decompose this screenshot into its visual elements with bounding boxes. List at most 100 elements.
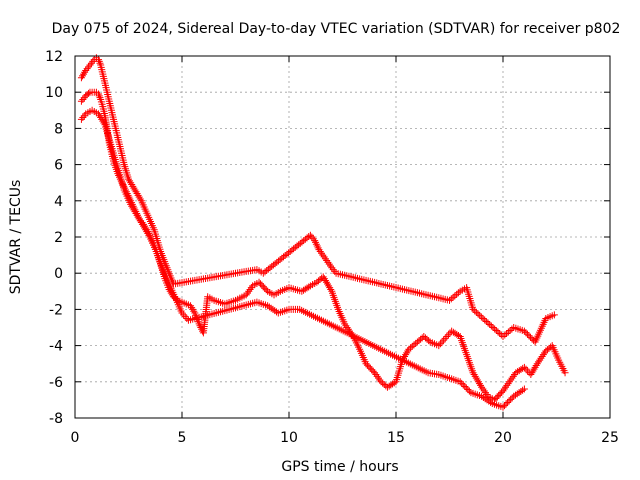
data-point bbox=[365, 363, 373, 371]
data-point bbox=[316, 247, 324, 255]
data-point bbox=[527, 371, 535, 379]
data-point bbox=[507, 395, 515, 403]
data-point bbox=[465, 387, 473, 395]
data-point bbox=[132, 209, 140, 217]
data-point bbox=[99, 117, 107, 125]
data-point bbox=[527, 333, 535, 341]
data-point bbox=[331, 267, 339, 275]
chart-title: Day 075 of 2024, Sidereal Day-to-day VTE… bbox=[52, 21, 621, 37]
data-point bbox=[135, 215, 143, 223]
data-point bbox=[435, 342, 443, 350]
data-point bbox=[143, 228, 151, 236]
data-point bbox=[425, 337, 433, 345]
data-point bbox=[126, 177, 134, 185]
data-point bbox=[376, 376, 384, 384]
data-point bbox=[473, 376, 481, 384]
data-point bbox=[328, 264, 336, 272]
data-point bbox=[522, 329, 530, 337]
data-point bbox=[141, 224, 149, 232]
x-tick-label: 15 bbox=[387, 430, 405, 446]
data-point bbox=[314, 244, 322, 252]
data-point bbox=[320, 275, 328, 283]
data-point bbox=[507, 376, 515, 384]
data-point bbox=[496, 330, 504, 338]
data-point bbox=[85, 63, 93, 71]
data-point bbox=[96, 59, 104, 67]
data-point bbox=[96, 112, 104, 120]
axis-ticks bbox=[74, 55, 611, 419]
data-point bbox=[456, 378, 464, 386]
data-point bbox=[321, 276, 329, 284]
data-point bbox=[481, 316, 489, 324]
data-point bbox=[83, 65, 91, 73]
data-point bbox=[190, 307, 198, 315]
data-point bbox=[180, 311, 188, 319]
data-point bbox=[145, 231, 153, 239]
data-point bbox=[138, 220, 146, 228]
data-point bbox=[133, 211, 141, 219]
data-point bbox=[472, 374, 480, 382]
data-point bbox=[506, 327, 514, 335]
data-point bbox=[482, 317, 490, 325]
data-point bbox=[319, 273, 327, 281]
data-point bbox=[561, 369, 569, 377]
data-point bbox=[501, 402, 509, 410]
data-point bbox=[95, 56, 103, 64]
data-point bbox=[373, 372, 381, 380]
data-point bbox=[318, 249, 326, 257]
data-point bbox=[530, 365, 538, 373]
x-tick-label: 5 bbox=[178, 430, 187, 446]
data-point bbox=[476, 311, 484, 319]
data-point bbox=[502, 400, 510, 408]
data-points bbox=[77, 54, 569, 411]
data-point bbox=[262, 286, 270, 294]
data-point bbox=[136, 217, 144, 225]
data-point bbox=[374, 374, 382, 382]
data-point bbox=[78, 72, 86, 80]
data-point bbox=[77, 115, 85, 123]
data-point bbox=[487, 322, 495, 330]
data-point bbox=[533, 360, 541, 368]
data-point bbox=[77, 74, 85, 82]
data-point bbox=[137, 219, 145, 227]
data-point bbox=[517, 387, 525, 395]
data-point bbox=[486, 320, 494, 328]
data-point bbox=[508, 325, 516, 333]
y-tick-label: 0 bbox=[54, 266, 63, 282]
data-point bbox=[528, 369, 536, 377]
data-point bbox=[472, 308, 480, 316]
x-tick-label: 0 bbox=[71, 430, 80, 446]
data-point bbox=[484, 319, 492, 327]
data-point bbox=[515, 389, 523, 397]
data-point bbox=[320, 253, 328, 261]
data-point bbox=[444, 331, 452, 339]
data-point bbox=[134, 213, 142, 221]
data-point bbox=[458, 379, 466, 387]
data-point bbox=[504, 398, 512, 406]
data-point bbox=[142, 226, 150, 234]
data-point bbox=[189, 305, 197, 313]
data-point bbox=[499, 387, 507, 395]
data-point bbox=[87, 59, 95, 67]
data-point bbox=[85, 89, 93, 97]
data-point bbox=[128, 202, 136, 210]
data-point bbox=[520, 385, 528, 393]
data-point bbox=[323, 257, 331, 265]
data-point bbox=[80, 112, 88, 120]
data-point bbox=[306, 231, 314, 239]
data-point bbox=[309, 235, 317, 243]
data-point bbox=[269, 305, 277, 313]
data-point bbox=[441, 334, 449, 342]
data-point bbox=[79, 114, 87, 122]
data-point bbox=[469, 369, 477, 377]
data-point bbox=[264, 302, 272, 310]
data-point bbox=[97, 114, 105, 122]
data-point bbox=[134, 191, 142, 199]
x-tick-label: 25 bbox=[601, 430, 619, 446]
data-point bbox=[471, 307, 479, 315]
y-tick-label: 12 bbox=[45, 49, 63, 65]
data-point bbox=[492, 394, 500, 402]
data-point bbox=[129, 204, 137, 212]
data-point bbox=[440, 336, 448, 344]
